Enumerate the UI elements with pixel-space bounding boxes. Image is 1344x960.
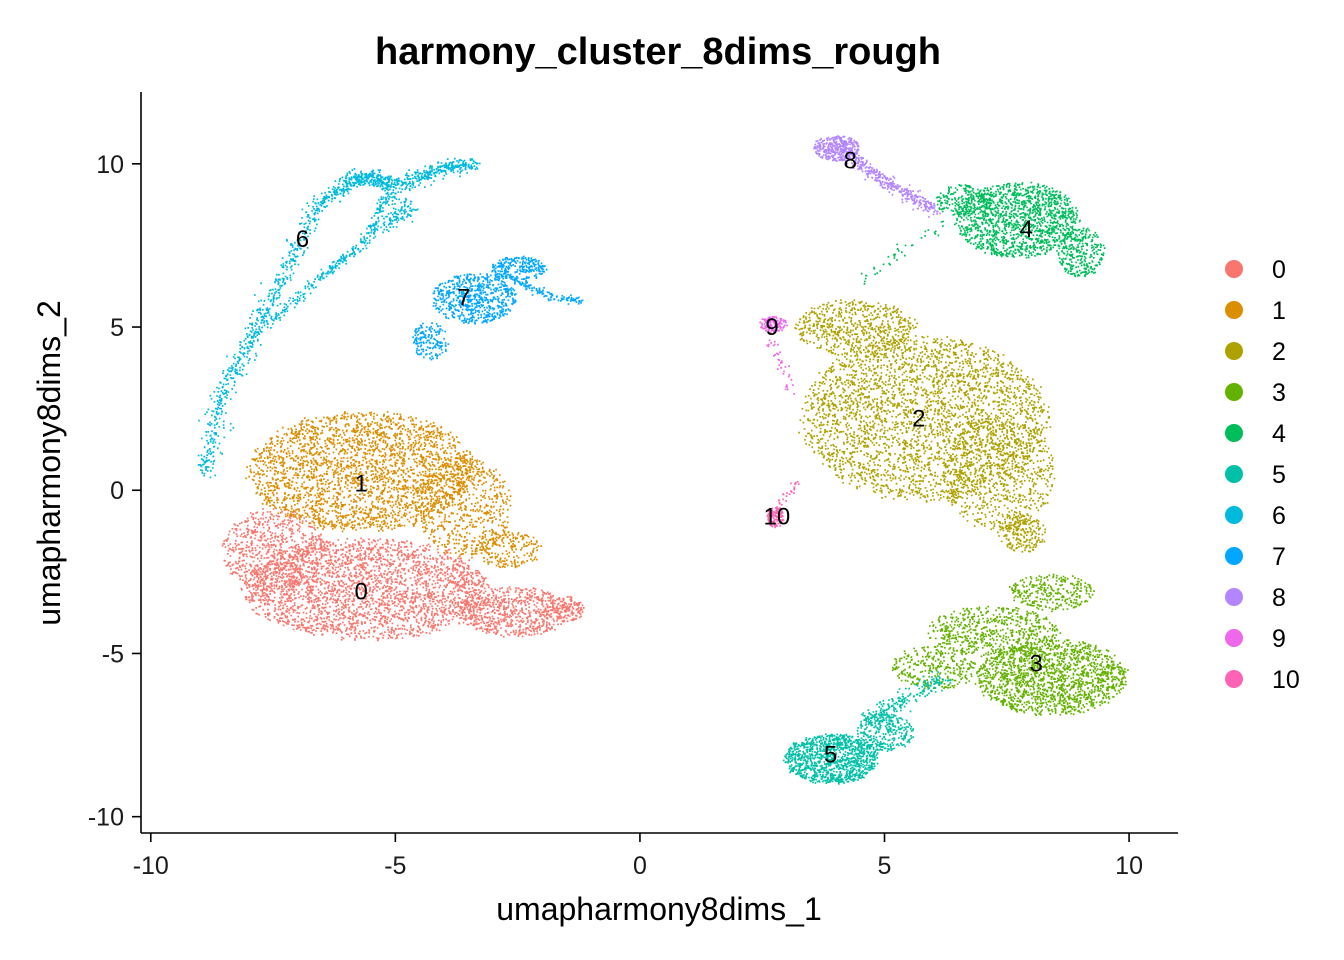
legend-label: 3 <box>1272 379 1286 407</box>
cluster-2-points <box>794 299 1056 553</box>
cluster-label-3: 3 <box>1029 650 1042 677</box>
cluster-0-points <box>221 508 585 642</box>
legend-item-0: 0 <box>1225 256 1286 284</box>
legend-swatch <box>1225 301 1243 319</box>
cluster-5-points <box>782 671 952 785</box>
cluster-label-5: 5 <box>824 742 837 769</box>
y-ticks: -10 -5 0 5 10 <box>88 151 141 832</box>
chart-title: harmony_cluster_8dims_rough <box>375 31 941 73</box>
legend-swatch <box>1225 424 1243 442</box>
x-tick-label: -5 <box>384 852 406 880</box>
legend-label: 8 <box>1272 584 1286 612</box>
legend-swatch <box>1225 383 1243 401</box>
cluster-labels: 0 1 2 3 4 5 6 7 8 9 10 <box>296 148 1043 769</box>
legend-item-6: 6 <box>1225 502 1286 530</box>
cluster-label-4: 4 <box>1020 216 1033 243</box>
legend-item-9: 9 <box>1225 625 1286 653</box>
cluster-label-7: 7 <box>457 285 470 312</box>
legend-swatch <box>1225 629 1243 647</box>
y-tick-label: -5 <box>102 640 124 668</box>
x-tick-label: -10 <box>133 852 169 880</box>
cluster-label-0: 0 <box>354 578 367 605</box>
x-axis-label: umapharmony8dims_1 <box>496 891 822 927</box>
cluster-4-points <box>860 181 1106 285</box>
y-tick-label: 10 <box>96 151 124 179</box>
legend-item-10: 10 <box>1225 666 1300 694</box>
legend-swatch <box>1225 588 1243 606</box>
legend-label: 2 <box>1272 338 1286 366</box>
legend-item-3: 3 <box>1225 379 1286 407</box>
y-tick-label: -10 <box>88 804 124 832</box>
legend-label: 9 <box>1272 625 1286 653</box>
legend-label: 10 <box>1272 666 1300 694</box>
legend-label: 5 <box>1272 461 1286 489</box>
cluster-label-9: 9 <box>765 314 778 341</box>
cluster-label-6: 6 <box>296 226 309 253</box>
legend-swatch <box>1225 670 1243 688</box>
legend-swatch <box>1225 547 1243 565</box>
axes <box>140 92 1178 834</box>
legend-item-8: 8 <box>1225 584 1286 612</box>
x-ticks: -10 -5 0 5 10 <box>133 833 1143 880</box>
y-tick-label: 5 <box>110 314 124 342</box>
legend-label: 0 <box>1272 256 1286 284</box>
legend-swatch <box>1225 465 1243 483</box>
scatter-points <box>197 135 1129 785</box>
legend-label: 6 <box>1272 502 1286 530</box>
cluster-7-points <box>412 255 584 361</box>
legend-item-7: 7 <box>1225 543 1286 571</box>
x-tick-label: 10 <box>1115 852 1143 880</box>
legend-label: 4 <box>1272 420 1286 448</box>
cluster-10-points <box>766 480 800 529</box>
legend-item-4: 4 <box>1225 420 1286 448</box>
cluster-label-2: 2 <box>912 405 925 432</box>
y-tick-label: 0 <box>110 477 124 505</box>
x-tick-label: 5 <box>878 852 892 880</box>
cluster-label-10: 10 <box>764 503 791 530</box>
cluster-1-points <box>245 411 543 569</box>
cluster-label-8: 8 <box>844 148 857 175</box>
legend: 0 1 2 3 4 5 6 7 8 9 10 <box>1225 256 1300 694</box>
x-tick-label: 0 <box>633 852 647 880</box>
legend-label: 7 <box>1272 543 1286 571</box>
legend-item-5: 5 <box>1225 461 1286 489</box>
legend-item-1: 1 <box>1225 297 1286 325</box>
legend-swatch <box>1225 260 1243 278</box>
cluster-label-1: 1 <box>354 471 367 498</box>
legend-label: 1 <box>1272 297 1286 325</box>
legend-swatch <box>1225 342 1243 360</box>
cluster-8-points <box>813 135 941 218</box>
y-axis-label: umapharmony8dims_2 <box>31 300 67 626</box>
legend-swatch <box>1225 506 1243 524</box>
legend-item-2: 2 <box>1225 338 1286 366</box>
